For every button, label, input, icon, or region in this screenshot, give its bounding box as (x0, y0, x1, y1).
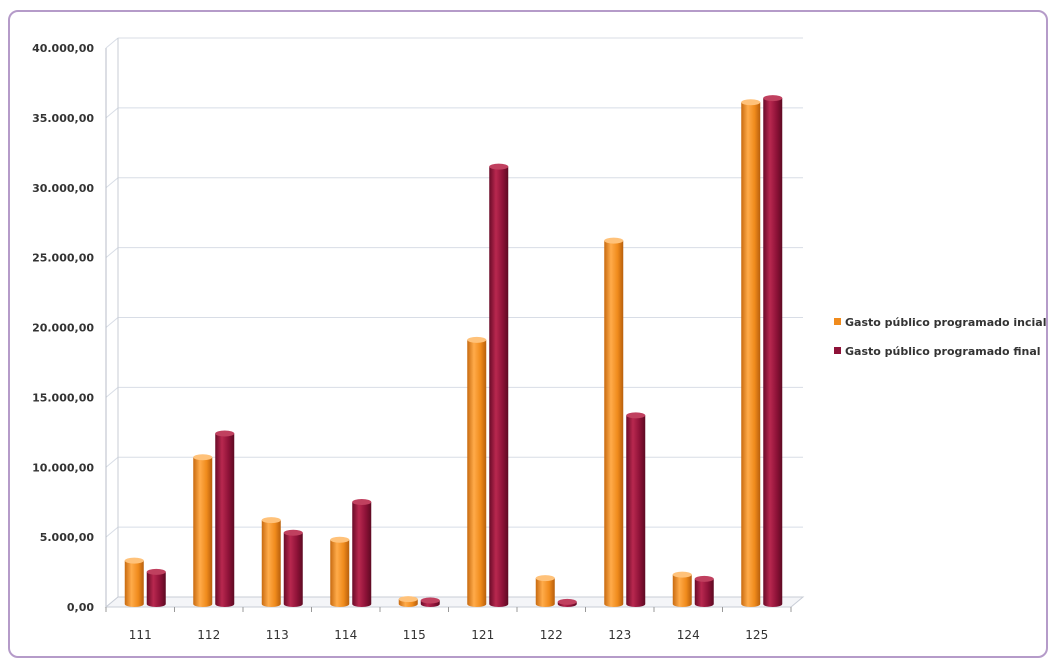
bar-cap (261, 517, 281, 524)
bar-body (193, 457, 213, 607)
bar-cap (193, 454, 213, 461)
bar-body (763, 98, 783, 607)
bar-body (672, 574, 692, 607)
x-tick-label: 122 (540, 628, 563, 642)
x-tick-label: 115 (403, 628, 426, 642)
bar-body (535, 578, 555, 607)
bar-cap (283, 529, 303, 536)
bar-final (215, 430, 235, 607)
y-axis: 0,00 5.000,00 10.000,00 15.000,00 20.000,00 2… (32, 42, 94, 614)
y-tick-label: 0,00 (67, 601, 94, 614)
bar-inicial (124, 557, 144, 607)
y-tick-label: 40.000,00 (32, 42, 94, 55)
legend-swatch (834, 347, 841, 354)
bar-cap (215, 430, 235, 437)
y-tick-label: 35.000,00 (32, 112, 94, 125)
bar-cap (146, 568, 166, 575)
bar-cap (535, 575, 555, 582)
bar-inicial (741, 99, 761, 608)
legend-label: Gasto público programado final (845, 345, 1041, 358)
bar-inicial (193, 454, 213, 607)
bar-cap (352, 498, 372, 505)
x-tick-label: 112 (197, 628, 220, 642)
chart-frame (8, 10, 1048, 658)
bar-body (467, 339, 487, 607)
bar-body (741, 102, 761, 608)
bar-cap (398, 596, 418, 603)
bar-body (215, 433, 235, 607)
bar-inicial (672, 571, 692, 607)
bar-final (352, 498, 372, 607)
bar-cap (741, 99, 761, 106)
bar-cap (604, 237, 624, 244)
bar-body (694, 578, 714, 607)
x-tick-label: 125 (745, 628, 768, 642)
x-tick-label: 114 (334, 628, 357, 642)
gridline-side (105, 107, 119, 119)
bar-inicial (261, 517, 281, 607)
bar-cap (557, 598, 577, 605)
bar-final (420, 597, 440, 607)
x-tick-label: 123 (608, 628, 631, 642)
bar-body (146, 571, 166, 607)
gridline-side (105, 386, 119, 398)
bar-cap (489, 163, 509, 170)
bar-inicial (604, 237, 624, 607)
bar-final (557, 598, 577, 607)
bar-inicial (398, 596, 418, 607)
bar-cap (626, 412, 646, 419)
bar-body (124, 560, 144, 607)
bar-cap (672, 571, 692, 578)
bar-cap (124, 557, 144, 564)
bar-final (763, 95, 783, 607)
y-tick-label: 15.000,00 (32, 391, 94, 404)
y-tick-label: 20.000,00 (32, 322, 94, 335)
bar-body (489, 166, 509, 607)
bar-cap (467, 336, 487, 343)
bars (124, 95, 783, 608)
bar-inicial (467, 336, 487, 607)
bar-cap (694, 575, 714, 582)
gridline-side (105, 526, 119, 538)
bar-final (626, 412, 646, 607)
bar-inicial (535, 575, 555, 607)
x-tick-label: 121 (471, 628, 494, 642)
bar-final (146, 568, 166, 607)
bar-cap (330, 536, 350, 543)
legend: Gasto público programado incial Gasto púb… (834, 316, 1046, 358)
bar-cap (420, 597, 440, 604)
gridline-side (105, 247, 119, 259)
bar-final (283, 529, 303, 607)
bar-body (352, 501, 372, 607)
x-tick-label: 124 (677, 628, 700, 642)
x-axis: 111 112 113 114 115 121 122 123 124 125 (105, 607, 792, 642)
bar-body (283, 532, 303, 607)
gridline-side (105, 37, 119, 49)
bar-body (261, 520, 281, 607)
gridline-side (105, 317, 119, 328)
bar-final (694, 575, 714, 607)
gridline-side (105, 456, 119, 468)
x-tick-label: 113 (266, 628, 289, 642)
legend-label: Gasto público programado incial (845, 316, 1046, 329)
bar-body (626, 415, 646, 607)
legend-swatch (834, 318, 841, 325)
bar-body (604, 240, 624, 607)
x-tick-label: 111 (129, 628, 152, 642)
y-tick-label: 30.000,00 (32, 182, 94, 195)
y-tick-label: 25.000,00 (32, 252, 94, 265)
bar-body (330, 539, 350, 607)
y-tick-label: 10.000,00 (32, 461, 94, 474)
bar-cap (763, 95, 783, 102)
bar-inicial (330, 536, 350, 607)
bar-final (489, 163, 509, 607)
gridline-side (105, 177, 119, 189)
y-tick-label: 5.000,00 (40, 531, 95, 544)
